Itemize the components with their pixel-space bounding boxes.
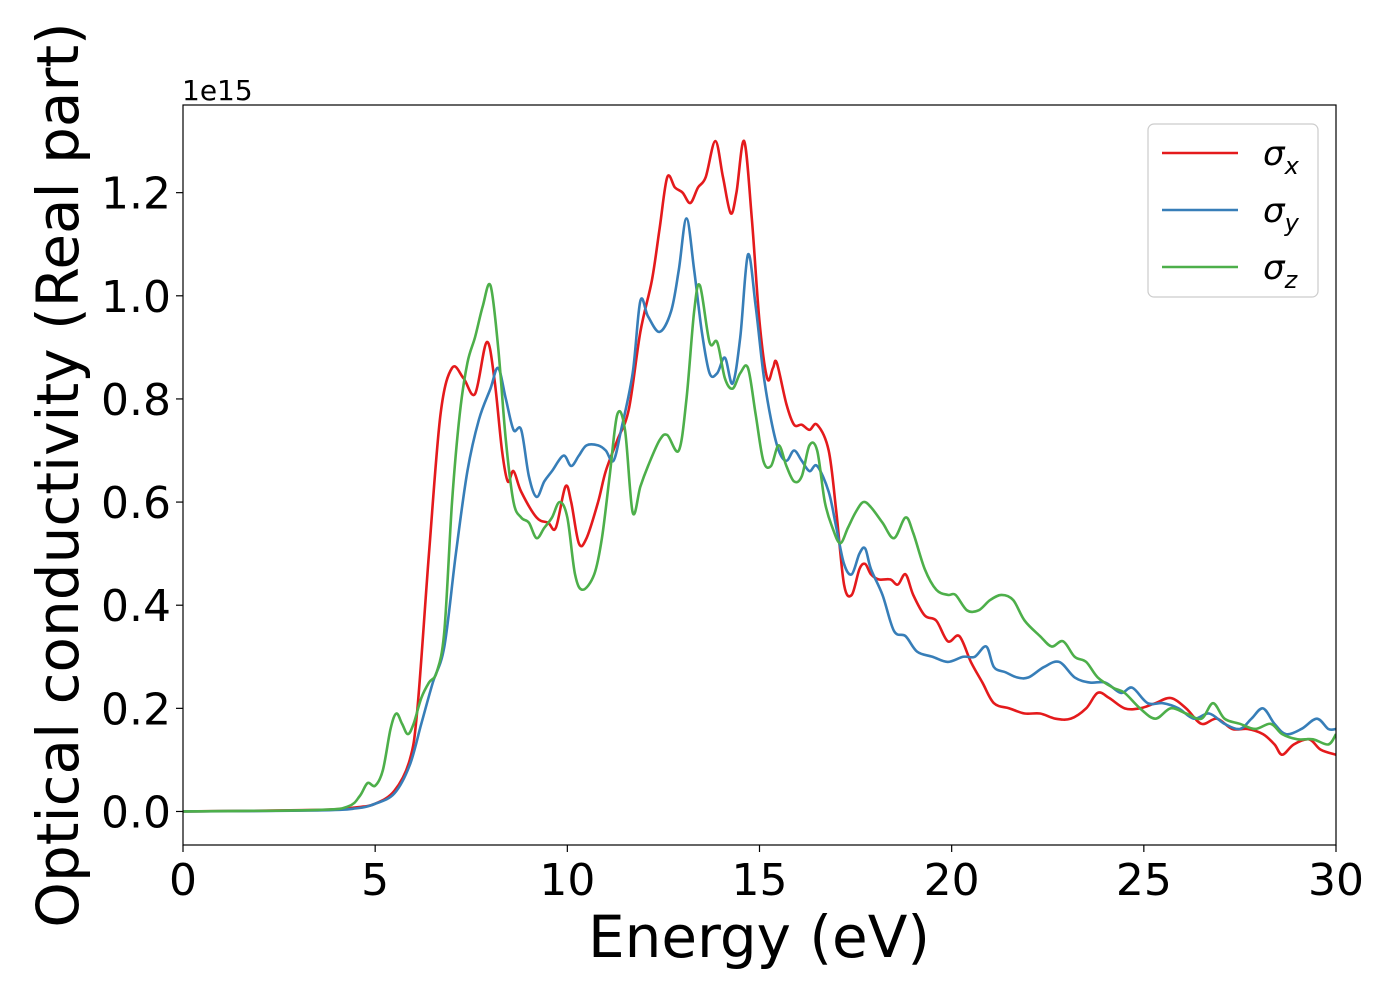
x-tick-label: 15 (732, 855, 788, 906)
y-tick-label: 0.8 (101, 375, 171, 426)
series-line-z (183, 282, 1336, 813)
series-line-x (183, 139, 1336, 813)
y-offset-text: 1e15 (182, 74, 253, 107)
series-layer (183, 139, 1336, 813)
y-tick-label: 0.4 (101, 581, 171, 632)
x-tick-label: 5 (361, 855, 389, 906)
legend-label-z: σz (1263, 248, 1299, 294)
y-tick-label: 0.2 (101, 684, 171, 735)
series-line-y (183, 217, 1336, 813)
legend: σx σy σz (1147, 123, 1319, 298)
y-tick-label: 0.0 (101, 787, 171, 838)
legend-label-y: σy (1263, 191, 1300, 237)
legend-label-x: σx (1263, 134, 1300, 180)
y-axis-label: Optical conductivity (Real part) (24, 22, 92, 927)
x-axis-ticks: 0 5 10 15 20 25 30 (169, 845, 1364, 906)
x-tick-label: 0 (169, 855, 197, 906)
x-tick-label: 10 (539, 855, 595, 906)
y-axis-ticks: 0.0 0.2 0.4 0.6 0.8 1.0 1.2 (101, 169, 183, 838)
x-axis-label: Energy (eV) (588, 903, 930, 971)
y-tick-label: 0.6 (101, 478, 171, 529)
x-tick-label: 20 (924, 855, 980, 906)
x-tick-label: 25 (1116, 855, 1172, 906)
x-tick-label: 30 (1308, 855, 1364, 906)
y-tick-label: 1.0 (101, 272, 171, 323)
y-tick-label: 1.2 (101, 169, 171, 220)
